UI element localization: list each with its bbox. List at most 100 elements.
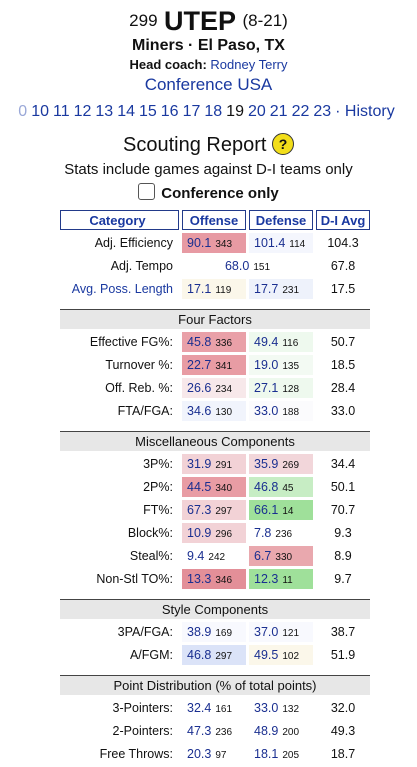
defense-cell: 33.0 188 [249,401,313,421]
d1-avg-value: 70.7 [330,503,356,517]
defense-value: 49.5 [254,648,279,662]
offense-cell: 31.9 291 [182,454,246,474]
offense-rank: 296 [215,529,233,540]
season-nav: 0 10 11 12 13 14 15 16 17 18 19 20 21 22 23 · History [0,97,417,127]
header-offense[interactable]: Offense [182,210,246,230]
season-link[interactable]: 11 [52,103,70,120]
offense-rank: 297 [215,651,233,662]
season-link[interactable]: 0 [18,103,28,120]
section-spacer [60,424,370,428]
offense-cell: 47.3 236 [182,721,246,741]
defense-rank: 11 [282,575,293,586]
team-header: 299 UTEP (8-21) Miners · El Paso, TX Hea… [0,6,417,207]
season-link[interactable]: 18 [204,103,223,120]
offense-rank: 340 [215,483,233,494]
table-row: Adj. Efficiency 90.1 343 101.4 114 104.3 [60,233,370,253]
section-header: Miscellaneous Components [60,431,370,451]
coach-link[interactable]: Rodney Terry [210,57,288,72]
row-label: Adj. Efficiency [94,236,173,250]
table-row: Steal%: 9.4 242 6.7 330 8.9 [60,546,370,566]
defense-rank: 231 [282,285,300,296]
table-row: Adj. Tempo 68.0 151 67.8 [60,256,370,276]
table-row: Free Throws: 20.3 97 18.1 205 18.7 [60,744,370,764]
row-label: FT%: [143,503,173,517]
season-link[interactable]: 10 [31,103,49,120]
defense-value: 17.7 [254,282,279,296]
offense-cell: 22.7 341 [182,355,246,375]
offense-cell: 10.9 296 [182,523,246,543]
season-link[interactable]: 22 [291,103,310,120]
offense-value: 9.4 [187,549,205,563]
header-category[interactable]: Category [60,210,179,230]
offense-rank: 234 [215,384,233,395]
team-subtitle: Miners · El Paso, TX [132,37,285,54]
defense-rank: 135 [282,361,300,372]
table-row: 3-Pointers: 32.4 161 33.0 132 32.0 [60,698,370,718]
offense-value: 38.9 [187,625,212,639]
row-label: Effective FG%: [89,335,173,349]
section-title: Miscellaneous Components [60,431,370,451]
offense-cell: 17.1 119 [182,279,246,299]
header-defense[interactable]: Defense [249,210,313,230]
season-link[interactable]: 21 [269,103,288,120]
head-coach: Head coach: Rodney Terry [0,56,417,73]
d1-avg-value: 17.5 [330,282,356,296]
offense-value: 44.5 [187,480,212,494]
defense-cell: 66.1 14 [249,500,313,520]
defense-value: 33.0 [254,404,279,418]
season-link[interactable]: 17 [182,103,201,120]
defense-value: 7.8 [254,526,272,540]
offense-value: 45.8 [187,335,212,349]
d1-avg-value: 28.4 [330,381,356,395]
offense-value: 20.3 [187,747,212,761]
season-link[interactable]: 15 [138,103,157,120]
defense-cell: 49.5 102 [249,645,313,665]
conference-only-checkbox[interactable] [138,183,156,200]
table-row: Effective FG%: 45.8 336 49.4 116 50.7 [60,332,370,352]
conference-only-label: Conference only [161,185,279,202]
defense-cell: 19.0 135 [249,355,313,375]
help-icon[interactable]: ? [271,133,294,155]
section-spacer [60,302,370,306]
conference-link[interactable]: Conference USA [144,75,273,94]
defense-cell: 46.8 45 [249,477,313,497]
row-label[interactable]: Avg. Poss. Length [71,282,173,296]
season-link[interactable]: 20 [247,103,266,120]
row-label: Block%: [127,526,173,540]
d1-avg-value: 50.1 [330,480,356,494]
offense-rank: 346 [215,575,233,586]
defense-rank: 114 [289,239,306,250]
defense-value: 101.4 [254,236,286,250]
history-link[interactable]: · History [335,103,395,120]
season-link[interactable]: 16 [160,103,179,120]
table-row: 3P%: 31.9 291 35.9 269 34.4 [60,454,370,474]
d1-avg-value: 67.8 [330,259,356,273]
row-label: Off. Reb. %: [105,381,173,395]
season-link[interactable]: 12 [73,103,92,120]
season-link[interactable]: 14 [117,103,135,120]
coach-label: Head coach: [129,57,207,72]
row-label: Non-Stl TO%: [96,572,173,586]
season-link[interactable]: 13 [95,103,114,120]
offense-cell: 26.6 234 [182,378,246,398]
d1-avg-value: 50.7 [330,335,356,349]
offense-rank: 97 [215,750,227,761]
tempo-rank: 151 [253,262,271,273]
section-spacer [60,592,370,596]
row-label: A/FGM: [129,648,173,662]
d1-avg-value: 34.4 [330,457,356,471]
header-d1-avg[interactable]: D-I Avg [316,210,370,230]
section-title: Style Components [60,599,370,619]
offense-value: 47.3 [187,724,212,738]
section-spacer [60,668,370,672]
defense-value: 46.8 [254,480,279,494]
spacer-cell [60,668,370,672]
defense-value: 33.0 [254,701,279,715]
table-row: Turnover %: 22.7 341 19.0 135 18.5 [60,355,370,375]
section-header: Four Factors [60,309,370,329]
defense-cell: 37.0 121 [249,622,313,642]
spacer-cell [60,592,370,596]
conference-only-toggle[interactable]: Conference only [0,181,417,207]
table-row: Non-Stl TO%: 13.3 346 12.3 11 9.7 [60,569,370,589]
season-link[interactable]: 23 [313,103,332,120]
